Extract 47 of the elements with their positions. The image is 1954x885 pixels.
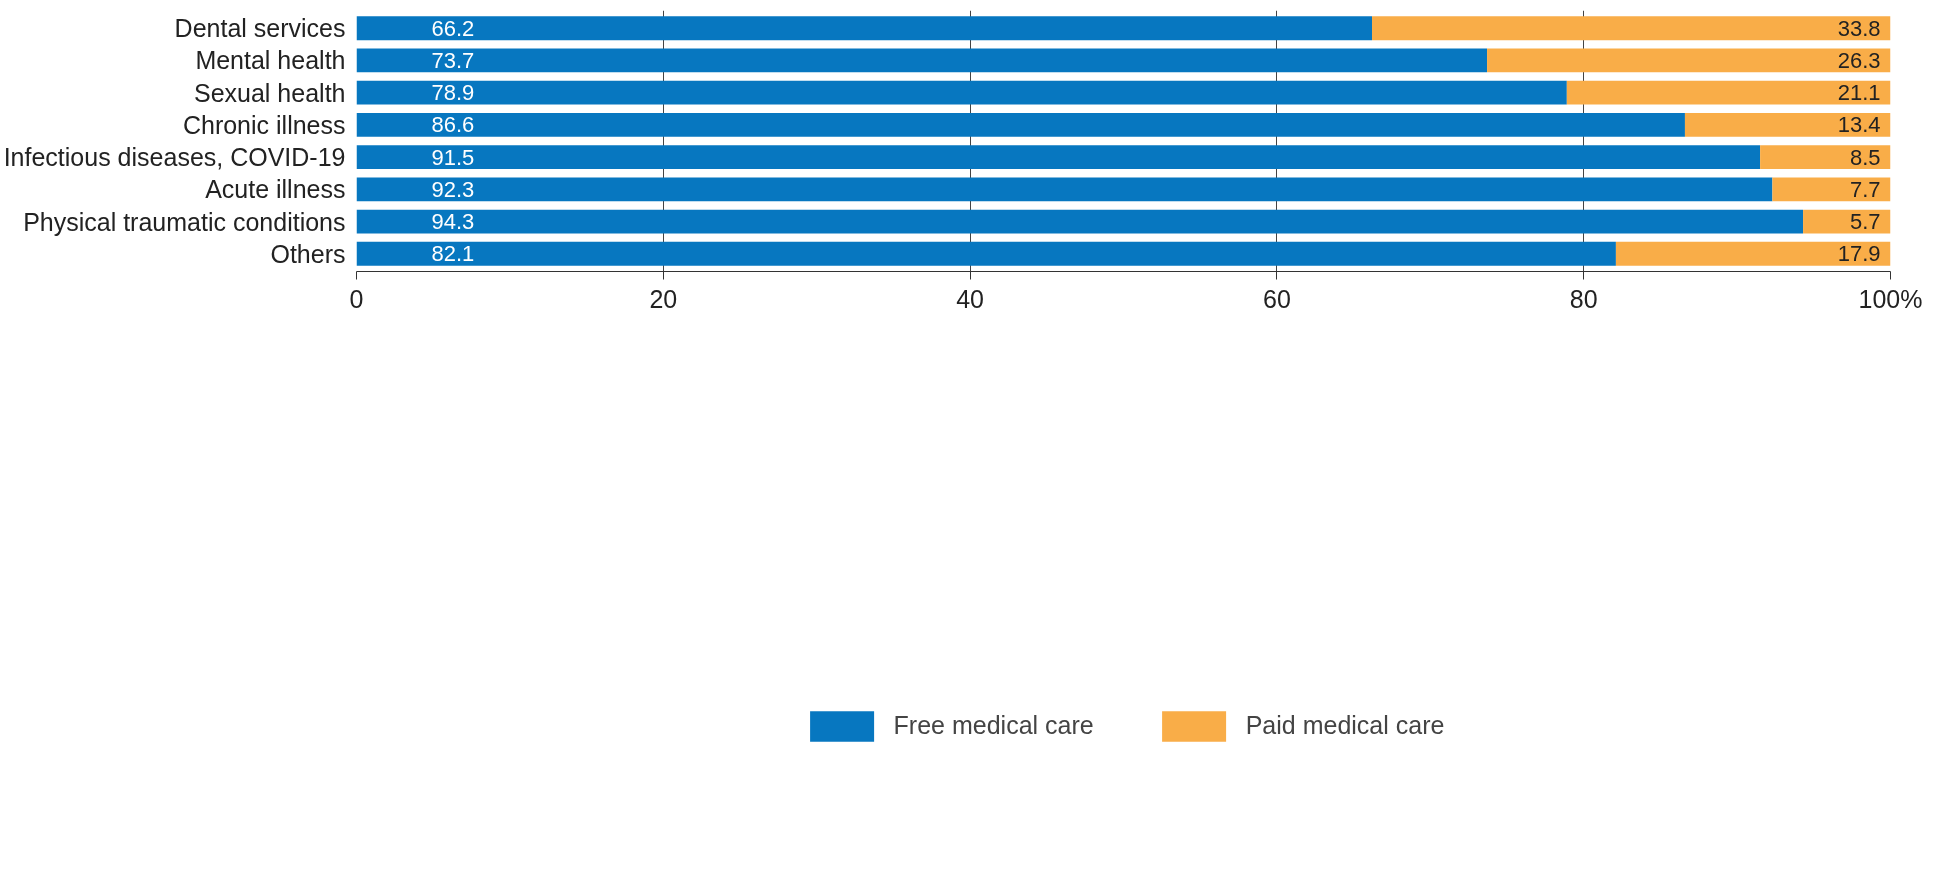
x-tick-label: 100% bbox=[1858, 284, 1923, 313]
y-tick-label: Dental services bbox=[174, 14, 346, 43]
y-tick-label: Sexual health bbox=[194, 78, 346, 107]
data-label: 91.5 bbox=[431, 144, 475, 170]
bar bbox=[1487, 48, 1891, 73]
data-label: 17.9 bbox=[1837, 241, 1881, 267]
data-label: 86.6 bbox=[431, 112, 475, 138]
data-label: 73.7 bbox=[431, 47, 475, 73]
y-tick-label: Acute illness bbox=[205, 175, 346, 204]
data-label: 66.2 bbox=[431, 15, 475, 41]
legend-label: Paid medical care bbox=[1245, 711, 1445, 740]
bar bbox=[356, 241, 1616, 266]
x-tick-label: 0 bbox=[349, 284, 364, 313]
bar bbox=[356, 16, 1373, 41]
data-label: 7.7 bbox=[1849, 176, 1881, 202]
data-label: 94.3 bbox=[431, 209, 475, 235]
bar bbox=[1566, 80, 1891, 105]
data-label: 21.1 bbox=[1837, 80, 1881, 106]
bar bbox=[356, 48, 1488, 73]
data-label: 5.7 bbox=[1849, 209, 1881, 235]
data-label: 82.1 bbox=[431, 241, 475, 267]
bar bbox=[356, 112, 1685, 137]
bar bbox=[1772, 177, 1891, 202]
data-label: 33.8 bbox=[1837, 15, 1881, 41]
bar bbox=[356, 177, 1773, 202]
bar bbox=[1760, 145, 1891, 170]
bar bbox=[356, 209, 1804, 234]
data-label: 8.5 bbox=[1849, 144, 1881, 170]
y-tick-label: Mental health bbox=[195, 46, 346, 75]
bar bbox=[1372, 16, 1891, 41]
data-label: 78.9 bbox=[431, 80, 475, 106]
data-label: 26.3 bbox=[1837, 47, 1881, 73]
y-tick-label: Others bbox=[270, 239, 346, 268]
bar bbox=[356, 145, 1761, 170]
y-tick-label: Infectious diseases, COVID-19 bbox=[3, 143, 346, 172]
x-tick-label: 80 bbox=[1569, 284, 1598, 313]
legend-label: Free medical care bbox=[893, 711, 1094, 740]
bar bbox=[1684, 112, 1891, 137]
data-label: 13.4 bbox=[1837, 112, 1881, 138]
bar bbox=[1615, 241, 1891, 266]
bar bbox=[356, 80, 1567, 105]
data-label: 92.3 bbox=[431, 176, 475, 202]
y-tick-label: Chronic illness bbox=[182, 110, 346, 139]
x-tick-label: 20 bbox=[649, 284, 678, 313]
y-tick-label: Physical traumatic conditions bbox=[23, 207, 346, 236]
x-tick-label: 60 bbox=[1263, 284, 1291, 313]
x-tick-label: 40 bbox=[956, 284, 985, 313]
